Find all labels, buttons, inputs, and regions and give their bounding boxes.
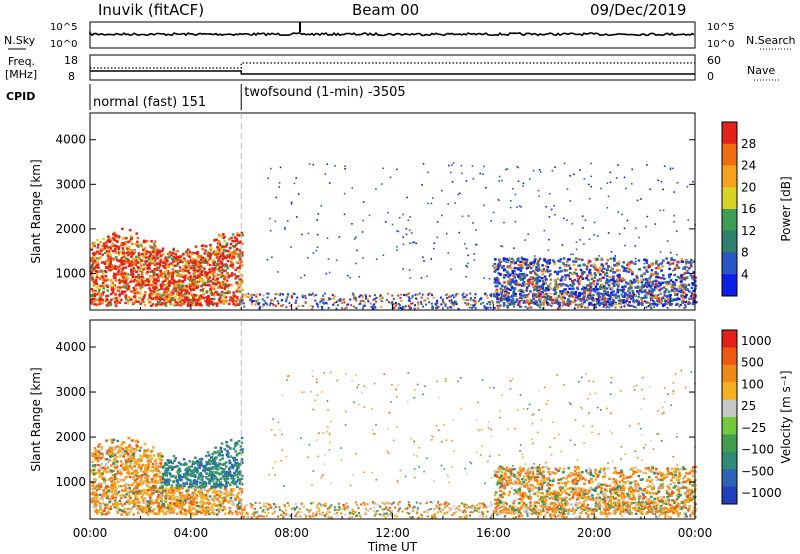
colorbar-tick-label: −100 (741, 443, 774, 457)
noise-tick-right-top: 10^5 (707, 22, 734, 33)
range-tick-label: 4000 (55, 133, 86, 147)
colorbar-tick-label: 25 (741, 399, 756, 413)
station-title: Inuvik (fitACF) (98, 1, 205, 19)
time-tick-label: 04:00 (174, 526, 209, 540)
label-nsky: N.Sky (4, 34, 36, 47)
colorbar-frame-1 (721, 329, 738, 505)
colorbar-segment (722, 486, 737, 505)
colorbar-label: Velocity [m s⁻¹] (779, 370, 793, 463)
time-axis-label: Time UT (367, 540, 418, 554)
colorbar-segment (722, 122, 737, 145)
noise-panel-frame (89, 21, 696, 49)
colorbar-segment (722, 252, 737, 275)
colorbar-tick-label: 8 (741, 246, 749, 260)
time-tick-label: 20:00 (577, 526, 612, 540)
colorbar-tick-label: 4 (741, 267, 749, 281)
range-tick-label: 1000 (55, 475, 86, 489)
velocity-scatter (90, 369, 698, 519)
noise-trace (89, 30, 695, 37)
colorbar-tick-label: 28 (741, 137, 756, 151)
colorbar-segment (722, 434, 737, 453)
colorbar-segment (722, 187, 737, 210)
range-tick-label: 2000 (55, 430, 86, 444)
time-tick-label: 00:00 (73, 526, 108, 540)
colorbar-segment (722, 382, 737, 401)
colorbar-frame-0 (721, 121, 738, 297)
label-nsearch: N.Search (746, 34, 796, 47)
colorbar-segment (722, 330, 737, 348)
colorbar-tick-label: 20 (741, 180, 756, 194)
cpid-label-1: twofsound (1-min) -3505 (244, 85, 405, 100)
noise-tick-left-bottom: 10^0 (50, 39, 77, 50)
colorbar-tick-label: −500 (741, 464, 774, 478)
range-tick-label: 2000 (55, 222, 86, 236)
range-tick-label: 1000 (55, 266, 86, 280)
frequency-trace (90, 70, 695, 75)
colorbar-tick-label: 1000 (741, 334, 772, 348)
cpid-label-0: normal (fast) 151 (93, 95, 206, 110)
colorbar-tick-label: 100 (741, 377, 764, 391)
range-tick-label: 3000 (55, 385, 86, 399)
colorbar-segment (722, 399, 737, 418)
nave-trace (90, 62, 695, 69)
label-mhz: [MHz] (5, 68, 37, 81)
time-tick-label: 12:00 (375, 526, 410, 540)
colorbar-segment (722, 209, 737, 232)
colorbar-tick-label: 500 (741, 356, 764, 370)
nave-tick-bottom: 0 (707, 70, 714, 83)
range-axis-label: Slant Range [km] (29, 367, 43, 471)
colorbar-segment (722, 347, 737, 366)
time-tick-label: 00:00 (678, 526, 713, 540)
colorbar-tick-label: 12 (741, 224, 756, 238)
colorbar-segment (722, 274, 737, 297)
range-tick-label: 3000 (55, 177, 86, 191)
label-nave: Nave (747, 64, 775, 77)
range-tick-label: 4000 (55, 340, 86, 354)
colorbar-tick-label: 16 (741, 202, 756, 216)
colorbar-segment (722, 469, 737, 488)
freq-panel-frame (89, 54, 696, 81)
colorbar-segment (722, 143, 737, 166)
label-cpid: CPID (6, 90, 35, 103)
colorbar-segment (722, 364, 737, 383)
time-tick-label: 16:00 (476, 526, 511, 540)
colorbar-segment (722, 165, 737, 188)
freq-tick-bottom: 8 (68, 70, 75, 83)
colorbar-label: Power [dB] (779, 176, 793, 241)
colorbar-segment (722, 230, 737, 253)
noise-tick-left-top: 10^5 (50, 22, 77, 33)
colorbar-segment (722, 451, 737, 470)
colorbar-tick-label: −1000 (741, 486, 782, 500)
label-freq: Freq. (8, 55, 35, 68)
power-scatter (90, 162, 698, 310)
colorbar-tick-label: −25 (741, 421, 766, 435)
range-axis-label: Slant Range [km] (29, 159, 43, 263)
colorbar-tick-label: 24 (741, 159, 756, 173)
freq-tick-top: 18 (64, 54, 78, 67)
beam-title: Beam 00 (352, 1, 420, 19)
date-title: 09/Dec/2019 (590, 1, 687, 19)
nave-tick-top: 60 (707, 54, 721, 67)
colorbar-segment (722, 417, 737, 435)
time-tick-label: 08:00 (274, 526, 309, 540)
noise-tick-right-bottom: 10^0 (707, 39, 734, 50)
